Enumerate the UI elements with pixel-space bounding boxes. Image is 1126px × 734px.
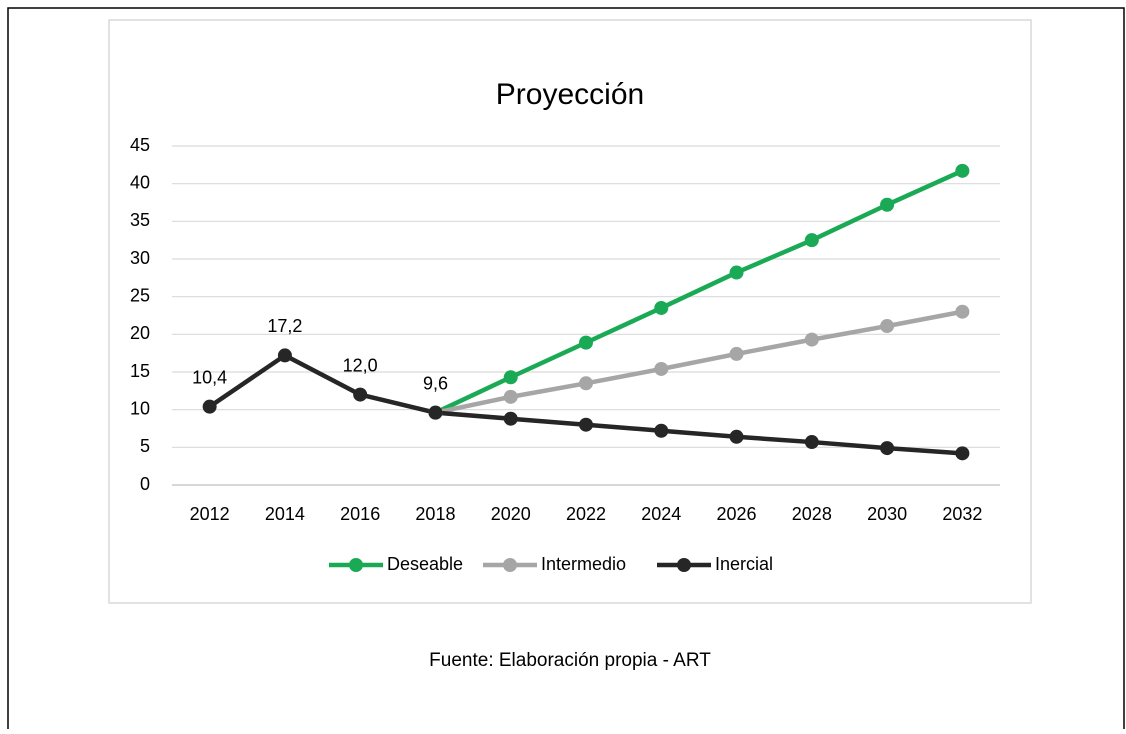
page-frame <box>7 7 1125 734</box>
point <box>955 446 970 461</box>
data-label: 17,2 <box>267 316 302 336</box>
x-tick-label: 2012 <box>190 504 230 524</box>
point <box>729 429 744 444</box>
x-tick-label: 2032 <box>942 504 982 524</box>
point <box>579 335 593 350</box>
y-tick-label: 15 <box>130 361 150 381</box>
x-tick-label: 2030 <box>867 504 907 524</box>
legend-marker <box>349 558 363 572</box>
y-tick-label: 40 <box>130 172 150 192</box>
point <box>353 387 368 402</box>
legend-label: Deseable <box>387 554 463 574</box>
y-tick-label: 0 <box>140 474 150 494</box>
data-label: 10,4 <box>192 367 227 387</box>
point <box>654 300 669 315</box>
x-tick-label: 2014 <box>265 504 305 524</box>
chart-title: Proyección <box>496 78 644 111</box>
legend-marker <box>677 558 691 572</box>
point <box>202 399 217 414</box>
point <box>277 348 292 363</box>
legend-label: Inercial <box>715 554 773 574</box>
point <box>503 370 518 385</box>
point <box>804 233 819 248</box>
x-tick-label: 2022 <box>566 504 606 524</box>
data-label: 9,6 <box>423 373 448 393</box>
point <box>804 435 819 450</box>
point <box>729 265 744 280</box>
point <box>955 304 970 319</box>
y-tick-label: 5 <box>140 436 150 456</box>
series-line <box>434 309 963 415</box>
series-line <box>434 168 964 415</box>
y-tick-label: 10 <box>130 398 150 418</box>
point <box>503 411 518 426</box>
y-tick-label: 45 <box>130 135 150 155</box>
y-tick-label: 25 <box>130 285 150 305</box>
legend-marker <box>503 558 517 572</box>
x-tick-label: 2016 <box>340 504 380 524</box>
x-tick-label: 2018 <box>415 504 455 524</box>
y-tick-label: 30 <box>130 248 150 268</box>
point <box>804 332 819 347</box>
legend-label: Intermedio <box>541 554 626 574</box>
point <box>579 376 593 391</box>
x-tick-label: 2026 <box>717 504 757 524</box>
point <box>729 346 744 361</box>
x-tick-label: 2020 <box>491 504 531 524</box>
point <box>880 197 895 212</box>
caption: Fuente: Elaboración propia - ART <box>429 650 711 671</box>
x-tick-label: 2028 <box>792 504 832 524</box>
chart-frame <box>108 19 1032 604</box>
point <box>579 417 593 432</box>
point <box>428 405 443 420</box>
data-label: 12,0 <box>343 355 378 375</box>
point <box>503 389 518 404</box>
point <box>955 163 970 178</box>
point <box>654 361 669 376</box>
y-tick-label: 20 <box>130 323 150 343</box>
x-tick-label: 2024 <box>641 504 681 524</box>
y-tick-label: 35 <box>130 210 150 230</box>
point <box>654 423 669 438</box>
point <box>880 319 895 334</box>
point <box>880 441 895 456</box>
